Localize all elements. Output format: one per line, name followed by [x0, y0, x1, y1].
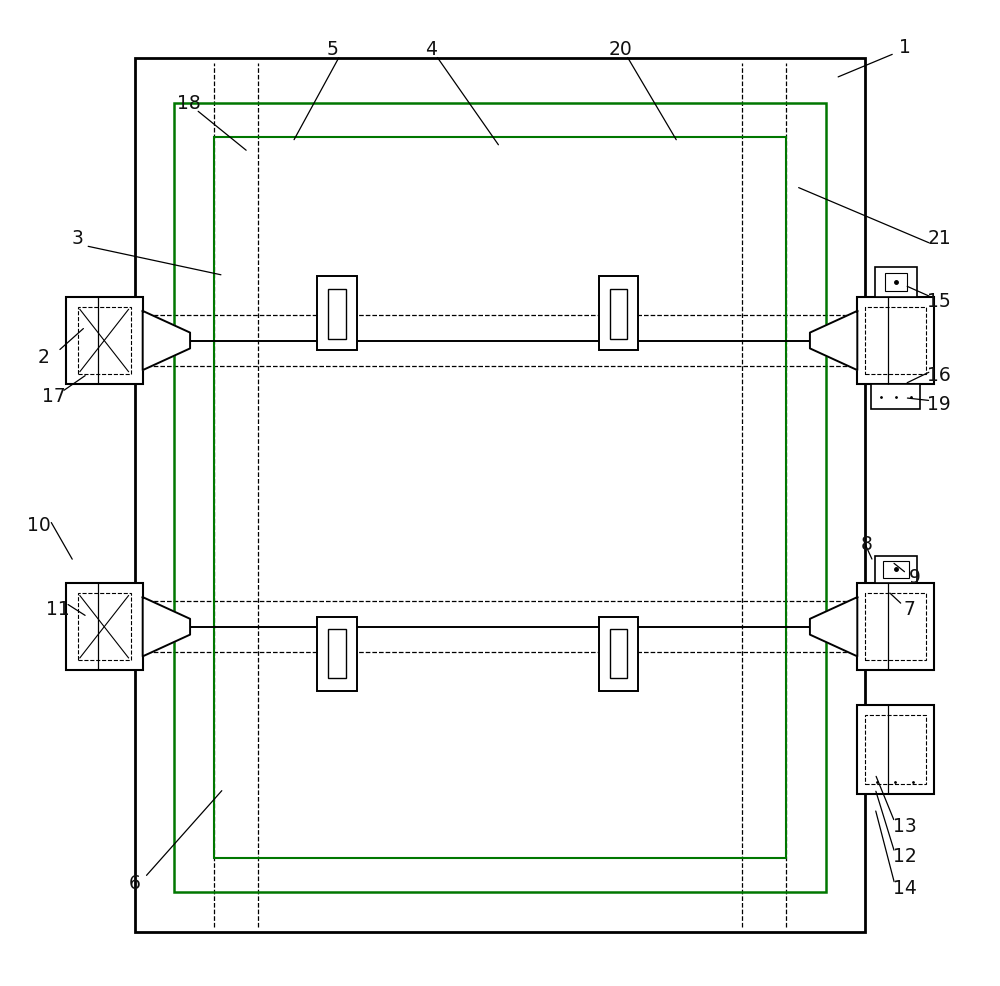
- Bar: [865, 594, 926, 661]
- Text: 18: 18: [177, 94, 201, 113]
- Text: 20: 20: [609, 39, 632, 59]
- Text: 15: 15: [927, 291, 951, 311]
- Polygon shape: [810, 598, 857, 657]
- Polygon shape: [143, 598, 190, 657]
- Bar: [883, 561, 909, 579]
- Bar: [875, 556, 917, 584]
- Text: 6: 6: [129, 873, 141, 892]
- Bar: [317, 617, 357, 691]
- Bar: [610, 290, 627, 339]
- Text: 5: 5: [326, 39, 338, 59]
- Bar: [857, 584, 934, 670]
- Bar: [865, 715, 926, 784]
- Text: 12: 12: [893, 846, 917, 866]
- Bar: [66, 298, 143, 385]
- Text: 2: 2: [38, 347, 50, 367]
- Bar: [328, 629, 346, 678]
- Bar: [885, 274, 907, 292]
- Text: 4: 4: [425, 39, 437, 59]
- Text: 17: 17: [42, 387, 66, 406]
- Bar: [317, 277, 357, 351]
- Polygon shape: [810, 312, 857, 371]
- Bar: [871, 385, 920, 409]
- Bar: [78, 308, 131, 375]
- Bar: [78, 594, 131, 661]
- Text: 13: 13: [893, 815, 917, 835]
- Text: 19: 19: [927, 394, 951, 414]
- Text: 14: 14: [893, 878, 917, 897]
- Bar: [857, 298, 934, 385]
- Bar: [214, 138, 786, 858]
- Text: 10: 10: [27, 515, 51, 534]
- Bar: [174, 104, 826, 892]
- Bar: [599, 617, 638, 691]
- Bar: [328, 290, 346, 339]
- Text: 11: 11: [46, 599, 70, 619]
- Bar: [66, 584, 143, 670]
- Bar: [599, 277, 638, 351]
- Polygon shape: [143, 312, 190, 371]
- Bar: [610, 629, 627, 678]
- Text: 8: 8: [861, 534, 873, 554]
- Bar: [875, 268, 917, 298]
- Text: 16: 16: [927, 365, 951, 385]
- Text: 9: 9: [909, 567, 920, 587]
- Bar: [135, 59, 865, 932]
- Text: 7: 7: [904, 599, 916, 619]
- Bar: [857, 705, 934, 794]
- Text: 1: 1: [899, 37, 911, 57]
- Text: 21: 21: [927, 229, 951, 248]
- Text: 3: 3: [72, 229, 84, 248]
- Bar: [865, 308, 926, 375]
